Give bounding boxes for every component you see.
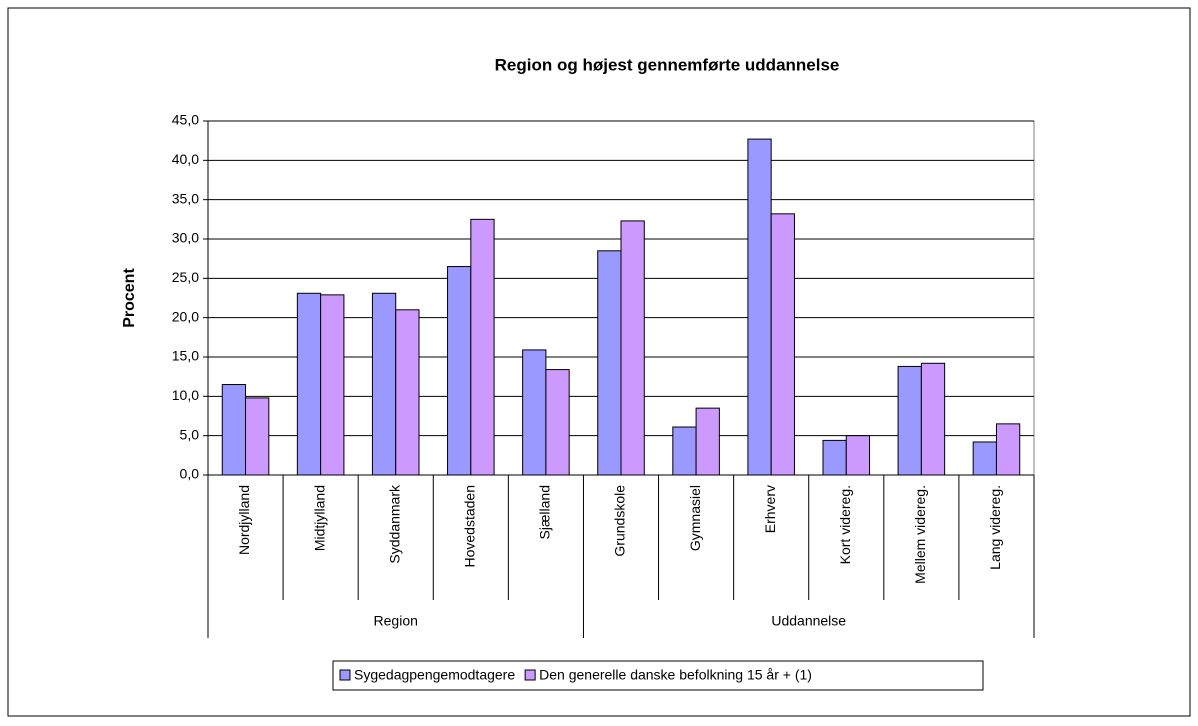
x-tick-label: Erhverv — [762, 485, 778, 533]
legend-label: Sygedagpengemodtagere — [354, 667, 515, 683]
bar — [371, 292, 397, 476]
bar — [522, 349, 547, 476]
x-tick-label: Sjælland — [537, 485, 553, 539]
bar — [672, 426, 697, 476]
bar — [597, 250, 622, 476]
x-tick-label: Kort videreg. — [837, 485, 853, 564]
legend-swatch — [339, 669, 351, 681]
bar — [972, 441, 997, 476]
x-tick-label: Hovedstaden — [462, 485, 478, 568]
y-tick-label: 25,0 — [172, 269, 199, 285]
y-tick-label: 35,0 — [172, 190, 199, 206]
x-tick-label: Grundskole — [612, 485, 628, 557]
group-label: Uddannelse — [771, 613, 846, 629]
bar — [845, 435, 871, 476]
bar — [296, 292, 322, 476]
bar — [545, 369, 570, 476]
y-tick-label: 5,0 — [180, 426, 200, 442]
x-tick-label: Midtjylland — [311, 485, 327, 551]
bar — [995, 423, 1021, 476]
bar — [245, 397, 270, 476]
legend-box — [332, 660, 984, 691]
x-tick-label: Gymnasiel — [687, 485, 703, 551]
y-axis-label: Procent — [121, 268, 138, 328]
x-tick-label: Syddanmark — [386, 484, 402, 564]
bar — [470, 218, 495, 476]
y-tick-label: 30,0 — [172, 230, 199, 246]
bar — [920, 362, 946, 476]
bar — [320, 294, 345, 476]
y-tick-label: 10,0 — [172, 387, 199, 403]
chart-title: Region og højest gennemførte uddannelse — [495, 55, 840, 74]
y-tick-label: 0,0 — [180, 466, 200, 482]
legend-swatch — [524, 669, 536, 681]
legend-label: Den generelle danske befolkning 15 år + … — [539, 667, 812, 683]
bar — [822, 439, 847, 476]
bar — [770, 213, 795, 476]
bar — [221, 384, 247, 476]
bar — [395, 309, 420, 476]
y-tick-label: 45,0 — [172, 112, 199, 128]
x-tick-label: Nordjylland — [236, 485, 252, 555]
bar — [695, 407, 720, 476]
y-tick-label: 20,0 — [172, 308, 199, 324]
bar — [447, 266, 472, 476]
x-tick-label: Mellem videreg. — [912, 485, 928, 584]
y-tick-label: 40,0 — [172, 151, 199, 167]
x-tick-label: Lang videreg. — [987, 485, 1003, 570]
bar — [620, 220, 645, 476]
bar — [897, 365, 922, 476]
bar — [747, 138, 772, 476]
group-label: Region — [374, 613, 418, 629]
y-tick-label: 15,0 — [172, 348, 199, 364]
